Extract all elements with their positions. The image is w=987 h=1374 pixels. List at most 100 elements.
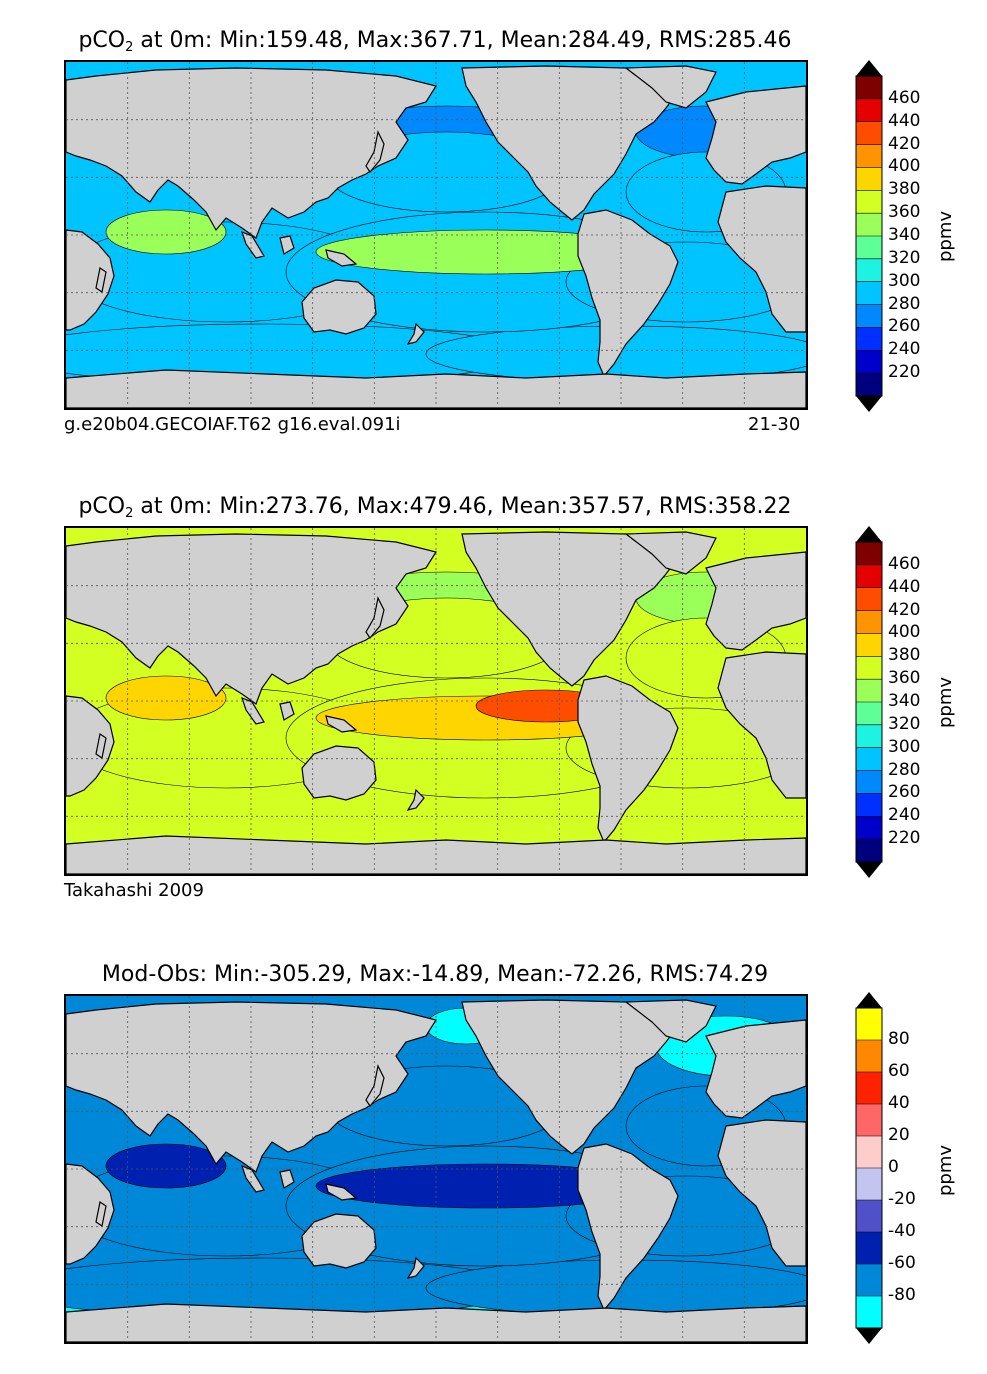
land-africa2 (717, 651, 806, 799)
colorbar-segment (856, 167, 882, 191)
panel-2-title: pCO2 at 0m: Min:273.76, Max:479.46, Mean… (78, 494, 792, 521)
land-africa (66, 695, 115, 797)
colorbar-tick-label: 260 (888, 782, 921, 803)
colorbar-segment (856, 679, 882, 702)
colorbar-segment (856, 304, 882, 328)
panel-1-run-label: g.e20b04.GECOIAF.T62 g16.eval.091i (64, 414, 401, 435)
colorbar-extend-max (856, 992, 882, 1008)
panel-3-colorbar (854, 992, 884, 1348)
panel-3-title: Mod-Obs: Min:-305.29, Max:-14.89, Mean:-… (101, 962, 769, 987)
land-madagascar (95, 267, 107, 293)
colorbar-segment (856, 1264, 882, 1296)
colorbar-tick-label: -60 (888, 1253, 916, 1273)
colorbar-segment (856, 350, 882, 374)
colorbar-segment (856, 587, 882, 611)
colorbar-tick-label: 340 (888, 225, 921, 245)
colorbar-segment (856, 236, 882, 259)
land-greenland (624, 999, 717, 1043)
land-africa2 (717, 1119, 806, 1267)
panel-1-years-label: 21-30 (748, 414, 801, 435)
panel-3-map-svg (66, 996, 806, 1342)
land-sumatra (241, 230, 265, 259)
land-newguinea (325, 1183, 358, 1201)
panel-2-map (64, 526, 808, 876)
colorbar-tick-label: 220 (888, 362, 921, 383)
panel-3-unit-label: ppmv (935, 1144, 957, 1197)
colorbar-extend-min (856, 396, 882, 412)
land-newzealand (406, 788, 425, 811)
colorbar-tick-label: 240 (888, 805, 921, 826)
panel-1-colorbar (854, 60, 884, 416)
land-madagascar (95, 733, 107, 759)
colorbar-segment (856, 1136, 882, 1168)
colorbar-tick-label: 400 (888, 156, 921, 177)
colorbar-segment (856, 1104, 882, 1136)
panel-2-map-svg (66, 528, 806, 874)
colorbar-tick-label: 20 (888, 1125, 910, 1145)
land-africa (66, 1163, 115, 1265)
colorbar-tick-label: -40 (888, 1221, 916, 1241)
colorbar-tick-label: -80 (888, 1285, 916, 1305)
colorbar-segment (856, 564, 882, 588)
colorbar-segment (856, 1200, 882, 1232)
colorbar-tick-label: 320 (888, 247, 921, 268)
colorbar-segment (856, 702, 882, 725)
colorbar-segment (856, 839, 882, 862)
panel-1-title: pCO2 at 0m: Min:159.48, Max:367.71, Mean… (78, 28, 792, 55)
panel-2-unit-label: ppmv (935, 676, 957, 729)
colorbar-segment (856, 1168, 882, 1200)
colorbar-segment (856, 793, 882, 817)
colorbar-segment (856, 281, 882, 305)
land-newguinea (325, 249, 358, 267)
land-borneo (279, 235, 295, 255)
region-equatorial-pacific (105, 675, 227, 721)
land-newzealand (406, 1256, 425, 1279)
land-sumatra (241, 1164, 265, 1193)
colorbar-tick-label: 360 (888, 668, 921, 689)
colorbar-extend-min (856, 862, 882, 878)
colorbar-tick-label: 0 (888, 1157, 899, 1177)
colorbar-extend-max (856, 526, 882, 542)
land-australia (301, 1213, 377, 1269)
land-australia (301, 279, 377, 335)
colorbar-segment (856, 724, 882, 748)
colorbar-tick-label: 40 (888, 1093, 910, 1113)
land-borneo (279, 701, 295, 721)
land-europe (705, 85, 806, 185)
colorbar-tick-label: 300 (888, 270, 921, 291)
land-europe (705, 551, 806, 651)
colorbar-segment (856, 190, 882, 214)
colorbar-tick-label: 380 (888, 179, 921, 200)
land-europe (705, 1019, 806, 1119)
colorbar-segment (856, 213, 882, 236)
land-newzealand (406, 322, 425, 345)
colorbar-segment (856, 144, 882, 168)
colorbar-segment (856, 327, 882, 351)
panel-1-map-svg (66, 62, 806, 408)
colorbar-segment (856, 1040, 882, 1072)
colorbar-segment (856, 1072, 882, 1104)
panel-3-map (64, 994, 808, 1344)
colorbar-segment (856, 770, 882, 794)
colorbar-segment (856, 1232, 882, 1264)
colorbar-tick-label: 380 (888, 645, 921, 666)
colorbar-segment (856, 98, 882, 122)
land-madagascar (95, 1201, 107, 1227)
colorbar-tick-label: 440 (888, 110, 921, 131)
land-africa2 (717, 185, 806, 333)
land-borneo (279, 1169, 295, 1189)
land-australia (301, 745, 377, 801)
colorbar-tick-label: 300 (888, 736, 921, 757)
colorbar-tick-label: 80 (888, 1029, 910, 1049)
colorbar-tick-label: 320 (888, 713, 921, 734)
colorbar-tick-label: 260 (888, 316, 921, 337)
colorbar-segment (856, 121, 882, 145)
colorbar-tick-label: 60 (888, 1061, 910, 1081)
colorbar-segment (856, 747, 882, 771)
colorbar-tick-label: 420 (888, 599, 921, 620)
colorbar-tick-label: 360 (888, 202, 921, 223)
colorbar-tick-label: 400 (888, 622, 921, 643)
panel-1-unit-label: ppmv (935, 210, 957, 263)
land-newguinea (325, 715, 358, 733)
panel-1-map (64, 60, 808, 410)
